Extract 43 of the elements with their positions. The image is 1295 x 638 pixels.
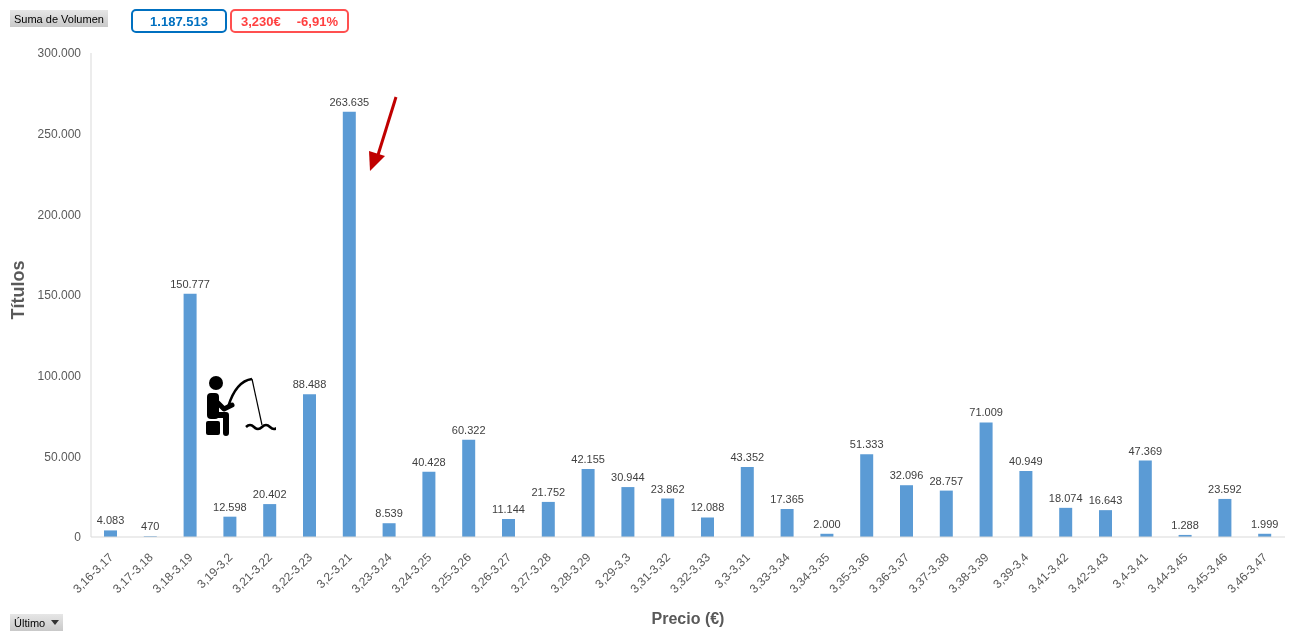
y-tick-label: 50.000 <box>44 449 82 464</box>
y-tick-label: 250.000 <box>37 126 82 141</box>
data-label: 28.757 <box>929 474 964 487</box>
data-label: 23.592 <box>1208 482 1242 495</box>
data-label: 17.365 <box>770 492 804 505</box>
data-label: 32.096 <box>889 469 924 482</box>
data-label: 18.074 <box>1048 491 1083 504</box>
data-label: 47.369 <box>1128 444 1163 457</box>
data-label: 2.000 <box>813 517 841 530</box>
data-label: 88.488 <box>292 378 327 391</box>
y-tick-label: 0 <box>74 530 82 545</box>
value-box: 3,230€ -6,91% <box>230 9 349 33</box>
data-label: 11.144 <box>492 503 525 516</box>
data-label: 1.288 <box>1171 518 1199 531</box>
data-label: 16.643 <box>1088 494 1123 507</box>
data-label: 1.999 <box>1250 517 1279 530</box>
data-label: 12.598 <box>213 500 247 513</box>
data-label: 12.088 <box>690 501 725 514</box>
y-axis-title: Títulos <box>8 260 28 320</box>
field-button: Suma de Volumen <box>10 10 108 27</box>
y-tick-label: 100.000 <box>37 368 82 383</box>
data-label: 43.352 <box>730 451 765 464</box>
y-tick-label: 200.000 <box>37 207 82 222</box>
data-label: 150.777 <box>170 277 210 290</box>
data-label: 23.862 <box>650 482 685 495</box>
y-tick-label: 150.000 <box>37 288 82 303</box>
data-label: 4.083 <box>96 514 125 527</box>
data-label: 21.752 <box>531 485 566 498</box>
data-label: 8.539 <box>375 507 403 520</box>
dropdown-button: Último <box>10 614 64 631</box>
data-label: 51.333 <box>849 438 884 451</box>
data-label: 20.402 <box>252 488 287 501</box>
x-axis-title: Precio (€) <box>651 610 725 627</box>
data-label: 40.949 <box>1009 454 1043 467</box>
data-label: 30.944 <box>611 471 645 484</box>
data-label: 470 <box>141 520 160 533</box>
data-label: 71.009 <box>969 406 1003 419</box>
data-label: 60.322 <box>451 423 486 436</box>
data-label: 40.428 <box>412 455 446 468</box>
data-label: 263.635 <box>329 95 370 108</box>
value-box: 1.187.513 <box>131 9 227 33</box>
y-tick-label: 300.000 <box>37 46 82 61</box>
data-label: 42.155 <box>571 452 605 465</box>
